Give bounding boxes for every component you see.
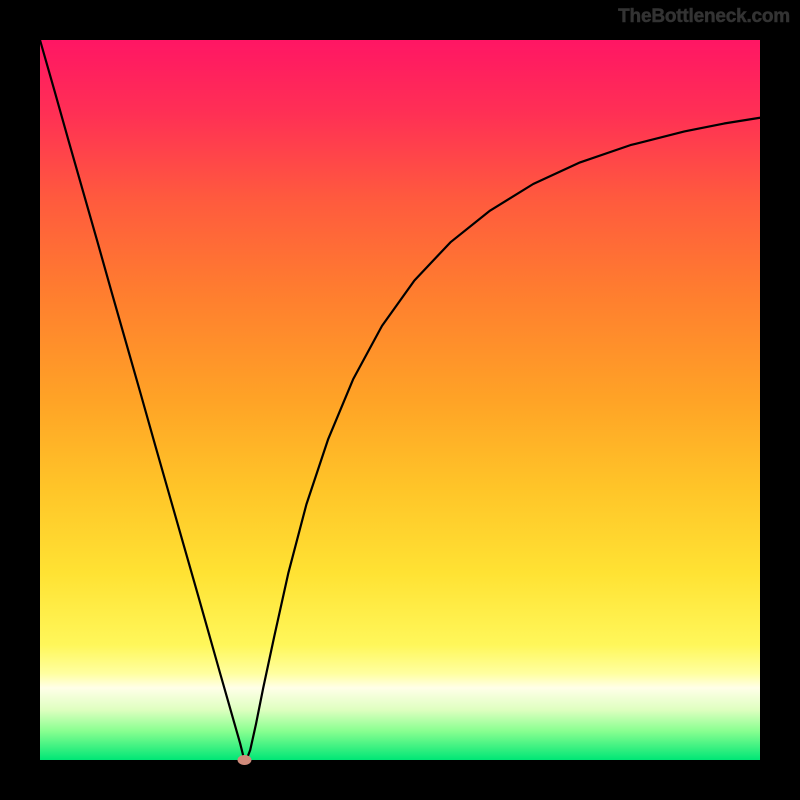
plot-area (40, 40, 760, 760)
watermark-text: TheBottleneck.com (618, 6, 790, 28)
minimum-marker (237, 755, 251, 765)
chart-canvas (0, 0, 800, 800)
bottleneck-chart: TheBottleneck.com (0, 0, 800, 800)
